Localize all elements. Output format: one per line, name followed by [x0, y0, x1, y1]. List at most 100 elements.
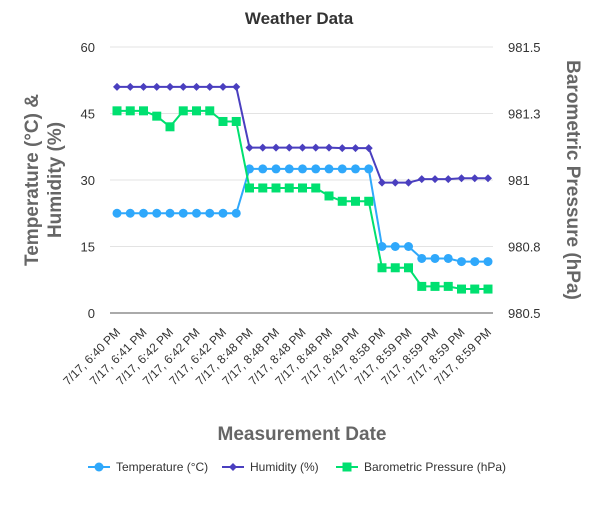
data-point [272, 143, 280, 152]
data-point [364, 196, 374, 206]
data-point [139, 106, 148, 116]
data-point [443, 253, 453, 263]
data-point [113, 82, 121, 91]
left-tick-label: 30 [81, 173, 95, 188]
chart-title: Weather Data [245, 9, 354, 28]
data-point [417, 281, 427, 291]
data-point [443, 281, 453, 291]
data-point [165, 122, 175, 132]
right-tick-label: 980.5 [508, 306, 541, 321]
series-line [117, 109, 488, 291]
data-point [378, 178, 386, 187]
data-point [337, 164, 347, 174]
data-point [430, 281, 440, 291]
legend-marker [229, 463, 237, 471]
data-point [245, 183, 254, 193]
data-point [285, 143, 294, 152]
data-point [152, 82, 161, 91]
data-point [298, 164, 307, 174]
data-point [205, 82, 214, 91]
data-point [205, 106, 215, 116]
data-point [470, 284, 480, 294]
data-point [351, 164, 360, 174]
data-point [165, 208, 175, 218]
data-point [298, 183, 307, 193]
legend-marker [342, 462, 352, 472]
data-point [284, 183, 294, 193]
data-point [271, 164, 281, 174]
data-point [218, 116, 228, 126]
data-point [311, 164, 321, 174]
data-point [364, 164, 374, 174]
data-point [404, 242, 413, 251]
left-axis-title-line2: Humidity (%) [45, 122, 66, 238]
data-point [192, 208, 201, 218]
data-point [325, 143, 333, 152]
data-point [351, 144, 360, 153]
data-point [470, 174, 479, 183]
data-point [166, 82, 174, 91]
data-point [484, 174, 492, 183]
data-point [192, 82, 201, 91]
data-point [311, 183, 321, 193]
data-point [258, 183, 268, 193]
data-point [324, 164, 334, 174]
data-point [218, 208, 228, 218]
data-point [271, 183, 281, 193]
series-1 [113, 82, 492, 187]
data-point [112, 106, 122, 116]
data-point [404, 178, 413, 187]
data-point [112, 208, 122, 218]
left-tick-label: 15 [81, 240, 95, 255]
right-tick-label: 980.8 [508, 240, 541, 255]
data-point [470, 257, 480, 267]
series-2 [112, 106, 493, 294]
left-tick-label: 60 [81, 40, 95, 55]
data-point [390, 242, 400, 251]
data-point [219, 82, 227, 91]
data-point [430, 253, 440, 263]
data-point [457, 284, 466, 294]
data-point [139, 208, 148, 218]
series-0 [112, 164, 493, 267]
data-point [179, 82, 188, 91]
data-point [231, 116, 241, 126]
data-point [417, 253, 427, 263]
data-point [324, 191, 334, 201]
data-point [245, 164, 254, 174]
right-tick-label: 981.5 [508, 40, 541, 55]
data-point [258, 143, 267, 152]
data-point [457, 174, 466, 183]
data-point [391, 178, 400, 187]
data-point [311, 143, 320, 152]
left-tick-label: 0 [88, 306, 95, 321]
data-point [364, 144, 373, 153]
data-point [125, 106, 135, 116]
data-point [337, 196, 347, 206]
data-point [377, 242, 387, 251]
data-point [351, 196, 360, 206]
data-point [483, 284, 493, 294]
right-tick-label: 981 [508, 173, 530, 188]
left-axis-title-line1: Temperature (°C) & [22, 94, 43, 266]
data-point [390, 263, 400, 273]
legend-marker [94, 462, 104, 472]
data-point [417, 175, 426, 184]
data-point [231, 208, 241, 218]
data-point [298, 143, 307, 152]
data-point [205, 208, 215, 218]
right-tick-label: 981.3 [508, 107, 541, 122]
legend-label: Temperature (°C) [116, 460, 208, 474]
data-point [258, 164, 268, 174]
data-point [377, 263, 387, 273]
data-point [152, 208, 162, 218]
data-point [457, 257, 466, 267]
data-point [126, 82, 135, 91]
legend-label: Barometric Pressure (hPa) [364, 460, 506, 474]
data-point [152, 111, 162, 121]
legend-label: Humidity (%) [250, 460, 319, 474]
data-point [178, 106, 188, 116]
right-axis-title: Barometric Pressure (hPa) [562, 60, 583, 300]
data-point [284, 164, 294, 174]
